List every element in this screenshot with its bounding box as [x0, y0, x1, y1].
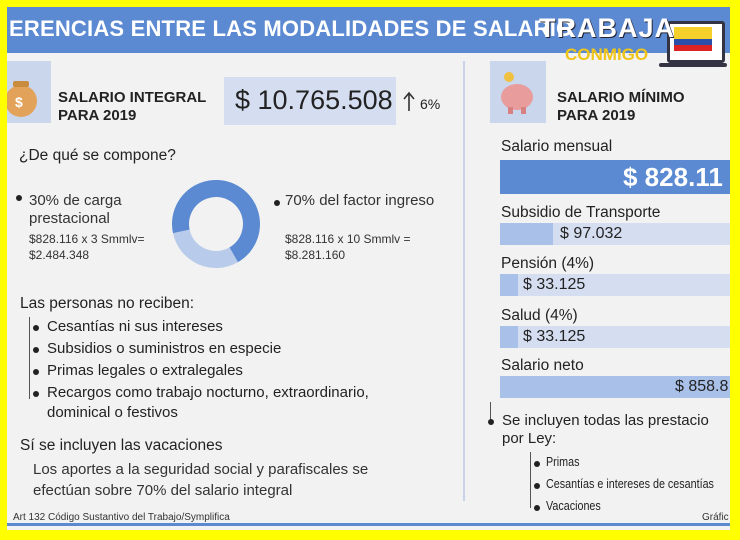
bullet-line — [29, 317, 30, 399]
value-pension: $ 33.125 — [523, 276, 586, 293]
composition-donut — [172, 180, 260, 268]
value-salario-neto: $ 858.8 — [675, 378, 729, 395]
bullet-dot — [16, 195, 22, 201]
header-bar: ERENCIAS ENTRE LAS MODALIDADES DE SALARI… — [7, 7, 730, 53]
integral-change: 6% — [420, 96, 441, 112]
piggy-bank-icon — [490, 61, 546, 123]
integral-amount-box — [224, 77, 396, 125]
bar-bg-subsidio — [500, 223, 730, 245]
item-label-salario-mensual: Salario mensual — [501, 138, 613, 155]
value-subsidio: $ 97.032 — [560, 225, 623, 242]
item-label-salario-neto: Salario neto — [501, 357, 584, 374]
bullet-dot — [488, 419, 494, 425]
source-note: Art 132 Código Sustantivo del Trabajo/Sy… — [13, 512, 230, 523]
column-divider — [463, 61, 465, 501]
not-received-title: Las personas no reciben: — [20, 295, 195, 312]
bar-subsidio — [500, 223, 553, 245]
bullet-dot — [33, 369, 39, 375]
bullet-dot — [33, 391, 39, 397]
donut-slice-2 — [172, 180, 260, 263]
svg-text:$: $ — [15, 94, 23, 110]
donut-slice-1 — [172, 229, 238, 268]
integral-amount: $ 10.765.508 — [235, 85, 393, 115]
part2-formula: $828.116 x 10 Smmlv = $8.281.160 — [285, 232, 411, 262]
not-received-item: Primas legales o extralegales — [47, 362, 243, 379]
value-salario-mensual: $ 828.11 — [623, 162, 723, 192]
bar-salud — [500, 326, 518, 348]
colombia-flag-icon — [674, 27, 712, 51]
includes-item: Vacaciones — [546, 499, 601, 513]
footer-line — [7, 523, 730, 526]
connector-line — [490, 402, 491, 422]
bar-salario-mensual — [500, 160, 730, 194]
bullet-dot — [534, 461, 540, 467]
logo-line2: CONMIGO — [565, 45, 649, 64]
infographic: ERENCIAS ENTRE LAS MODALIDADES DE SALARI… — [7, 7, 730, 530]
bullet-dot — [274, 200, 280, 206]
credit-note: Gráfic — [702, 512, 729, 523]
includes-item: Primas — [546, 455, 580, 469]
part1-label: 30% de carga prestacional — [29, 192, 122, 227]
item-label-subsidio: Subsidio de Transporte — [501, 204, 661, 221]
not-received-item: Cesantías ni sus intereses — [47, 318, 223, 335]
logo-line1: TRABAJA — [539, 13, 676, 43]
item-label-pension: Pensión (4%) — [501, 255, 595, 272]
bullet-line — [530, 452, 531, 508]
integral-title: SALARIO INTEGRAL PARA 2019 — [58, 89, 207, 124]
composition-question: ¿De qué se compone? — [19, 147, 176, 164]
header-title: ERENCIAS ENTRE LAS MODALIDADES DE SALARI… — [9, 16, 574, 41]
part1-formula: $828.116 x 3 Smmlv= $2.484.348 — [29, 232, 145, 262]
bullet-dot — [534, 483, 540, 489]
logo: TRABAJA CONMIGO — [529, 9, 730, 75]
laptop-base-icon — [659, 63, 727, 67]
bar-bg-pension — [500, 274, 730, 296]
includes-item: Cesantías e intereses de cesantías — [546, 477, 714, 491]
money-bag-icon: $ — [7, 61, 51, 123]
not-received-item: Subsidios o suministros en especie — [47, 340, 282, 357]
minimum-title: SALARIO MÍNIMO PARA 2019 — [557, 89, 685, 124]
vacations-title: Sí se incluyen las vacaciones — [20, 437, 223, 454]
item-label-salud: Salud (4%) — [501, 307, 578, 324]
bullet-dot — [534, 505, 540, 511]
includes-title: Se incluyen todas las prestacio por Ley: — [502, 412, 709, 447]
bar-bg-salud — [500, 326, 730, 348]
value-salud: $ 33.125 — [523, 328, 586, 345]
not-received-item: Recargos como trabajo nocturno, extraord… — [47, 384, 369, 421]
arrow-up-icon — [403, 91, 415, 111]
bullet-dot — [33, 325, 39, 331]
vacations-text: Los aportes a la seguridad social y para… — [33, 461, 369, 499]
bar-pension — [500, 274, 518, 296]
bullet-dot — [33, 347, 39, 353]
part2-label: 70% del factor ingreso — [285, 192, 435, 209]
bar-salario-neto — [500, 376, 730, 398]
